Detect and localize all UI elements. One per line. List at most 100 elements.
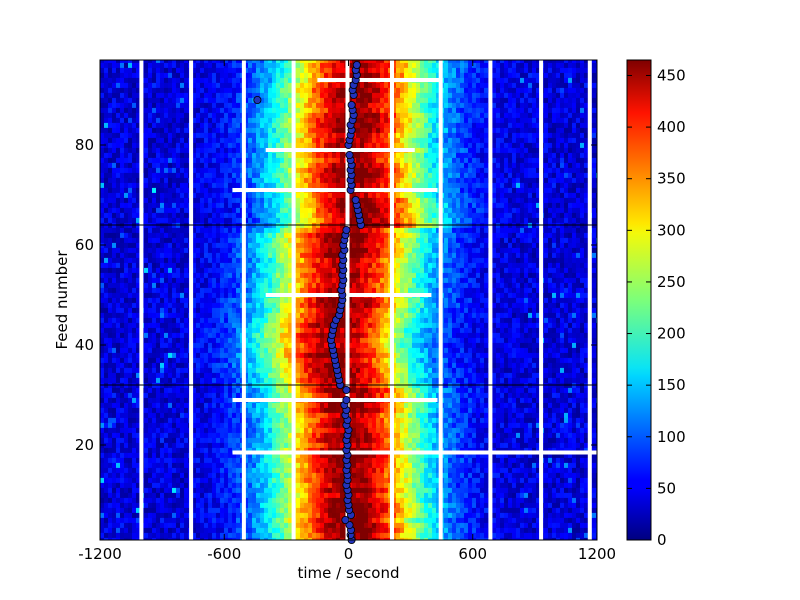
heatmap-cell [104, 352, 109, 358]
heatmap-cell [592, 367, 597, 373]
heatmap-cell [512, 537, 517, 540]
heatmap-cell [220, 397, 225, 403]
heatmap-cell [312, 347, 317, 353]
heatmap-cell [104, 372, 109, 378]
heatmap-cell [220, 537, 225, 540]
heatmap-cell [216, 397, 221, 403]
heatmap-cell [432, 377, 437, 383]
heatmap-cell [352, 372, 357, 378]
heatmap-cell [116, 522, 121, 528]
heatmap-cell [216, 342, 221, 348]
heatmap-cell [484, 507, 489, 513]
heatmap-cell [332, 467, 337, 473]
heatmap-cell [168, 407, 173, 413]
heatmap-cell [220, 462, 225, 468]
heatmap-cell [424, 417, 429, 423]
heatmap-cell [280, 352, 285, 358]
heatmap-cell [364, 502, 369, 508]
heatmap-cell [176, 367, 181, 373]
heatmap-cell [200, 452, 205, 458]
heatmap-cell [428, 527, 433, 533]
heatmap-cell [212, 527, 217, 533]
heatmap-cell [232, 412, 237, 418]
heatmap-cell [380, 387, 385, 393]
heatmap-cell [148, 442, 153, 448]
heatmap-cell [364, 437, 369, 443]
heatmap-cell [192, 397, 197, 403]
heatmap-cell [572, 457, 577, 463]
heatmap-cell [116, 502, 121, 508]
heatmap-cell [368, 477, 373, 483]
heatmap-cell [304, 502, 309, 508]
heatmap-cell [160, 507, 165, 513]
heatmap-cell [452, 412, 457, 418]
heatmap-cell [168, 357, 173, 363]
heatmap-cell [412, 447, 417, 453]
heatmap-cell [260, 387, 265, 393]
heatmap-cell [404, 467, 409, 473]
heatmap-cell [460, 522, 465, 528]
heatmap-cell [208, 392, 213, 398]
heatmap-cell [376, 537, 381, 540]
heatmap-cell [456, 407, 461, 413]
heatmap-cell [164, 482, 169, 488]
heatmap-cell [424, 372, 429, 378]
heatmap-cell [520, 482, 525, 488]
heatmap-cell [372, 442, 377, 448]
heatmap-cell [532, 402, 537, 408]
heatmap-cell [164, 432, 169, 438]
heatmap-cell [184, 402, 189, 408]
heatmap-cell [220, 357, 225, 363]
heatmap-cell [172, 517, 177, 523]
heatmap-cell [196, 462, 201, 468]
heatmap-cell [224, 377, 229, 383]
heatmap-cell [576, 437, 581, 443]
heatmap-cell [124, 372, 129, 378]
heatmap-cell [260, 517, 265, 523]
heatmap-cell [504, 397, 509, 403]
heatmap-cell [104, 462, 109, 468]
heatmap-cell [196, 402, 201, 408]
heatmap-cell [116, 512, 121, 518]
heatmap-cell [400, 372, 405, 378]
heatmap-cell [432, 447, 437, 453]
heatmap-cell [444, 527, 449, 533]
heatmap-cell [492, 452, 497, 458]
heatmap-cell [328, 437, 333, 443]
heatmap-cell [116, 537, 121, 540]
heatmap-cell [516, 417, 521, 423]
heatmap-cell [276, 472, 281, 478]
heatmap-cell [160, 467, 165, 473]
heatmap-cell [432, 457, 437, 463]
heatmap-cell [256, 342, 261, 348]
heatmap-cell [256, 407, 261, 413]
heatmap-cell [128, 402, 133, 408]
heatmap-cell [468, 477, 473, 483]
heatmap-cell [416, 457, 421, 463]
heatmap-cell [536, 362, 541, 368]
heatmap-cell [508, 362, 513, 368]
heatmap-cell [548, 357, 553, 363]
heatmap-cell [320, 357, 325, 363]
heatmap-cell [400, 402, 405, 408]
heatmap-cell [340, 467, 345, 473]
heatmap-cell [244, 512, 249, 518]
heatmap-cell [384, 467, 389, 473]
heatmap-cell [368, 372, 373, 378]
heatmap-cell [468, 467, 473, 473]
heatmap-cell [384, 347, 389, 353]
heatmap-cell [420, 482, 425, 488]
heatmap-cell [156, 467, 161, 473]
heatmap-cell [492, 362, 497, 368]
heatmap-cell [492, 487, 497, 493]
heatmap-cell [224, 372, 229, 378]
heatmap-cell [284, 467, 289, 473]
heatmap-cell [564, 532, 569, 538]
heatmap-cell [284, 537, 289, 540]
heatmap-cell [360, 427, 365, 433]
heatmap-cell [364, 342, 369, 348]
heatmap-cell [316, 347, 321, 353]
heatmap-cell [224, 502, 229, 508]
heatmap-cell [200, 372, 205, 378]
heatmap-cell [528, 412, 533, 418]
